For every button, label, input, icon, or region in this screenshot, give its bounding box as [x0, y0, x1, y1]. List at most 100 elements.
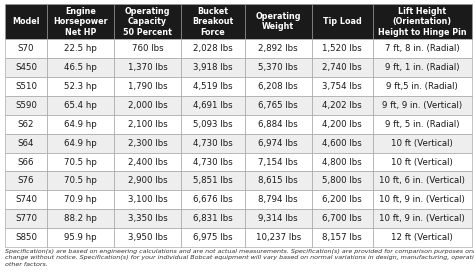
Bar: [311, 209, 373, 228]
Bar: [373, 39, 472, 58]
Bar: [47, 134, 114, 153]
Bar: [373, 153, 472, 172]
Text: 6,765 lbs: 6,765 lbs: [258, 101, 298, 110]
Bar: [181, 77, 245, 96]
Text: 9 ft,5 in. (Radial): 9 ft,5 in. (Radial): [386, 82, 458, 91]
Bar: [245, 96, 311, 115]
Text: 2,000 lbs: 2,000 lbs: [128, 101, 167, 110]
Bar: [47, 115, 114, 134]
Bar: [5, 172, 47, 190]
Text: 5,851 lbs: 5,851 lbs: [193, 176, 233, 185]
Text: 10 ft, 9 in. (Vertical): 10 ft, 9 in. (Vertical): [379, 214, 465, 223]
Bar: [5, 115, 47, 134]
Text: 2,740 lbs: 2,740 lbs: [322, 63, 362, 72]
Text: 4,200 lbs: 4,200 lbs: [322, 120, 362, 129]
Bar: [311, 58, 373, 77]
Text: 6,975 lbs: 6,975 lbs: [193, 233, 233, 242]
Text: S770: S770: [15, 214, 37, 223]
Text: 3,950 lbs: 3,950 lbs: [128, 233, 167, 242]
Text: 8,157 lbs: 8,157 lbs: [322, 233, 362, 242]
Bar: [181, 96, 245, 115]
Text: S740: S740: [15, 195, 37, 204]
Text: 2,028 lbs: 2,028 lbs: [193, 44, 233, 53]
Text: 2,100 lbs: 2,100 lbs: [128, 120, 167, 129]
Bar: [181, 134, 245, 153]
Text: 70.5 hp: 70.5 hp: [64, 176, 97, 185]
Text: 22.5 hp: 22.5 hp: [64, 44, 97, 53]
Bar: [373, 209, 472, 228]
Bar: [311, 134, 373, 153]
Text: 64.9 hp: 64.9 hp: [64, 139, 97, 148]
Text: 4,730 lbs: 4,730 lbs: [193, 139, 233, 148]
Text: Specification(s) are based on engineering calculations and are not actual measur: Specification(s) are based on engineerin…: [5, 249, 474, 266]
Text: 52.3 hp: 52.3 hp: [64, 82, 97, 91]
Bar: [181, 172, 245, 190]
Bar: [373, 77, 472, 96]
Bar: [47, 39, 114, 58]
Text: 6,208 lbs: 6,208 lbs: [258, 82, 298, 91]
Text: 9 ft, 9 in. (Vertical): 9 ft, 9 in. (Vertical): [382, 101, 462, 110]
Bar: [181, 39, 245, 58]
Text: 46.5 hp: 46.5 hp: [64, 63, 97, 72]
Bar: [311, 4, 373, 39]
Text: 70.5 hp: 70.5 hp: [64, 158, 97, 167]
Bar: [5, 190, 47, 209]
Bar: [47, 228, 114, 247]
Bar: [311, 115, 373, 134]
Bar: [181, 190, 245, 209]
Text: 2,300 lbs: 2,300 lbs: [128, 139, 167, 148]
Text: Tip Load: Tip Load: [323, 17, 362, 26]
Bar: [114, 190, 181, 209]
Bar: [5, 96, 47, 115]
Text: S66: S66: [18, 158, 34, 167]
Bar: [114, 228, 181, 247]
Text: 3,350 lbs: 3,350 lbs: [128, 214, 167, 223]
Bar: [5, 58, 47, 77]
Bar: [245, 228, 311, 247]
Bar: [47, 153, 114, 172]
Text: 7 ft, 8 in. (Radial): 7 ft, 8 in. (Radial): [385, 44, 460, 53]
Text: 5,093 lbs: 5,093 lbs: [193, 120, 233, 129]
Bar: [181, 58, 245, 77]
Bar: [373, 58, 472, 77]
Bar: [245, 209, 311, 228]
Text: 760 lbs: 760 lbs: [132, 44, 163, 53]
Text: S450: S450: [15, 63, 37, 72]
Text: 2,400 lbs: 2,400 lbs: [128, 158, 167, 167]
Bar: [311, 153, 373, 172]
Bar: [114, 58, 181, 77]
Text: 4,519 lbs: 4,519 lbs: [193, 82, 233, 91]
Bar: [47, 209, 114, 228]
Bar: [47, 58, 114, 77]
Text: 2,900 lbs: 2,900 lbs: [128, 176, 167, 185]
Bar: [5, 153, 47, 172]
Text: S62: S62: [18, 120, 34, 129]
Bar: [114, 153, 181, 172]
Text: S590: S590: [15, 101, 37, 110]
Bar: [245, 77, 311, 96]
Text: S64: S64: [18, 139, 34, 148]
Text: Bucket
Breakout
Force: Bucket Breakout Force: [192, 7, 234, 37]
Text: 6,831 lbs: 6,831 lbs: [193, 214, 233, 223]
Bar: [5, 228, 47, 247]
Text: 3,100 lbs: 3,100 lbs: [128, 195, 167, 204]
Bar: [114, 115, 181, 134]
Text: 5,370 lbs: 5,370 lbs: [258, 63, 298, 72]
Text: Model: Model: [12, 17, 40, 26]
Bar: [245, 134, 311, 153]
Bar: [114, 134, 181, 153]
Bar: [5, 134, 47, 153]
Text: 64.9 hp: 64.9 hp: [64, 120, 97, 129]
Text: 88.2 hp: 88.2 hp: [64, 214, 97, 223]
Text: 4,202 lbs: 4,202 lbs: [322, 101, 362, 110]
Text: 4,730 lbs: 4,730 lbs: [193, 158, 233, 167]
Bar: [5, 39, 47, 58]
Text: 9 ft, 1 in. (Radial): 9 ft, 1 in. (Radial): [385, 63, 459, 72]
Bar: [47, 190, 114, 209]
Text: 9 ft, 5 in. (Radial): 9 ft, 5 in. (Radial): [385, 120, 459, 129]
Bar: [373, 96, 472, 115]
Text: 8,794 lbs: 8,794 lbs: [258, 195, 298, 204]
Text: 4,600 lbs: 4,600 lbs: [322, 139, 362, 148]
Text: 4,800 lbs: 4,800 lbs: [322, 158, 362, 167]
Text: Engine
Horsepower
Net HP: Engine Horsepower Net HP: [54, 7, 108, 37]
